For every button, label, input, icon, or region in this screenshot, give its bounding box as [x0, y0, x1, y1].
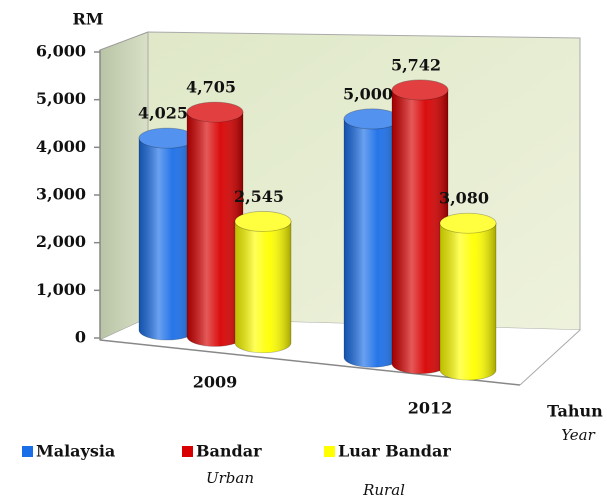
y-tick-label: 3,000: [36, 185, 86, 204]
legend-swatch: [182, 446, 193, 457]
cylinder-top: [439, 212, 497, 234]
legend-label: Malaysia: [36, 442, 115, 461]
cylinder-top: [234, 211, 292, 232]
legend-swatch: [22, 446, 33, 457]
cylinder-top-gloss: [235, 211, 291, 232]
y-tick-label: 5,000: [36, 89, 86, 108]
cylinder-top-gloss: [344, 108, 400, 129]
legend-label: Bandar: [196, 442, 262, 461]
cylinder-shade: [392, 89, 448, 374]
cylinder-shade: [139, 138, 195, 340]
legend-swatch: [324, 446, 335, 457]
value-label: 4,705: [186, 78, 236, 97]
floor-edge: [519, 329, 581, 386]
cylinder-top-gloss: [440, 213, 496, 234]
value-label: 3,080: [439, 189, 489, 208]
y-tick-label: 0: [75, 328, 86, 347]
cylinder-top: [186, 101, 244, 123]
cylinder-shade: [344, 118, 400, 368]
y-tick-label: 2,000: [36, 232, 86, 251]
y-tick-label: 1,000: [36, 280, 86, 299]
legend-label: Luar Bandar: [338, 442, 451, 461]
cylinder-top: [391, 79, 449, 101]
legend-sublabel: Rural: [362, 481, 405, 499]
value-label: 4,025: [138, 104, 188, 123]
value-label: 5,000: [343, 84, 393, 103]
y-tick-label: 6,000: [36, 42, 86, 61]
value-label: 2,545: [234, 187, 284, 206]
x-axis-label: Tahun: [547, 402, 603, 421]
cylinder-shade: [440, 223, 496, 381]
x-axis-label-sub: Year: [561, 426, 595, 444]
cylinder-top-gloss: [187, 102, 243, 123]
y-tick-label: 4,000: [36, 137, 86, 156]
y-axis-label: RM: [72, 10, 103, 29]
value-label: 5,742: [391, 55, 441, 74]
cylinder-shade: [235, 221, 291, 353]
x-tick-label: 2012: [408, 399, 453, 418]
cylinder-shade: [187, 112, 243, 347]
cylinder-top-gloss: [392, 79, 448, 100]
legend-sublabel: Urban: [206, 469, 254, 487]
x-tick-label: 2009: [193, 373, 238, 392]
cylinder-top-gloss: [139, 128, 195, 149]
